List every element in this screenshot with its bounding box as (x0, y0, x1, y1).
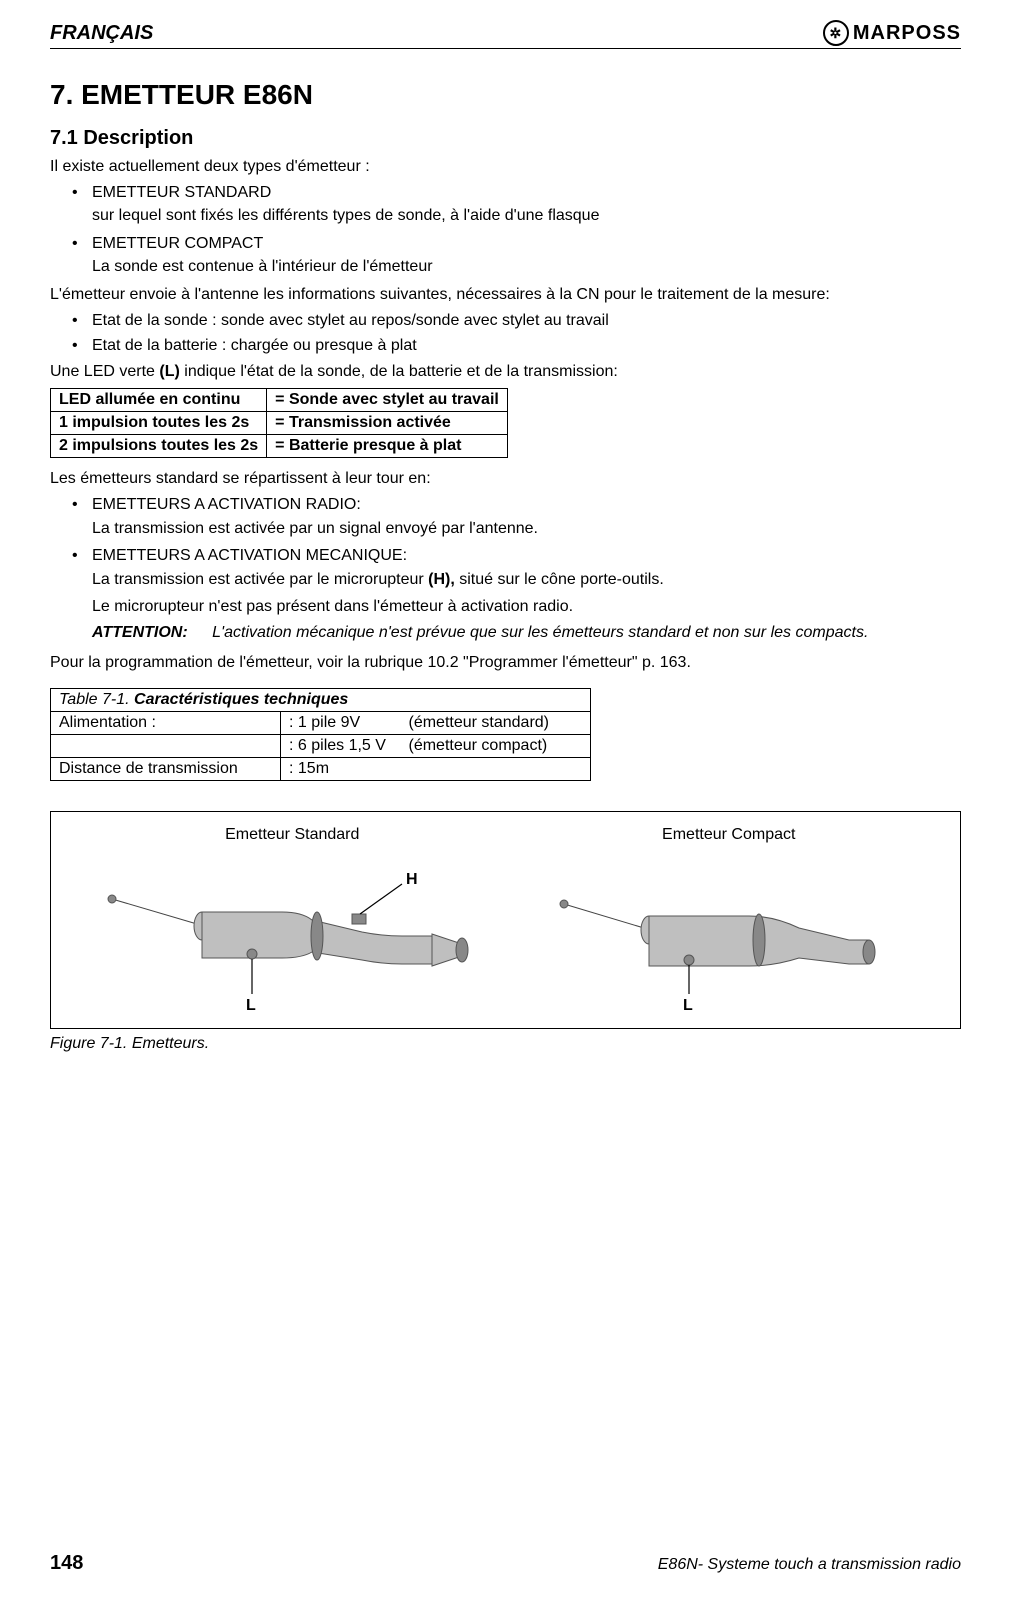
header-language: FRANÇAIS (50, 22, 153, 45)
label-l: L (246, 997, 256, 1014)
ref-bold: (H), (428, 571, 455, 588)
led-table: LED allumée en continu = Sonde avec styl… (50, 388, 508, 458)
states-list: Etat de la sonde : sonde avec stylet au … (50, 310, 961, 357)
attention-text: L'activation mécanique n'est prévue que … (212, 624, 868, 641)
table-title-bold: Caractéristiques techniques (134, 691, 348, 708)
attention-label: ATTENTION: (92, 624, 188, 641)
figure-right-caption: Emetteur Compact (662, 826, 795, 844)
list-item: EMETTEUR COMPACT La sonde est contenue à… (50, 233, 961, 278)
brand: ✲ MARPOSS (823, 20, 961, 46)
table-row: 2 impulsions toutes les 2s = Batterie pr… (51, 435, 508, 458)
cell: (émetteur standard) (401, 711, 591, 734)
cell: 2 impulsions toutes les 2s (51, 435, 267, 458)
activation-list: EMETTEURS A ACTIVATION RADIO: La transmi… (50, 494, 961, 618)
table-row: 1 impulsion toutes les 2s = Transmission… (51, 412, 508, 435)
text-span: situé sur le cône porte-outils. (455, 571, 664, 588)
cell: = Transmission activée (267, 412, 508, 435)
cell: : 6 piles 1,5 V (281, 734, 401, 757)
table-row: Alimentation : : 1 pile 9V (émetteur sta… (51, 711, 591, 734)
table-row: Distance de transmission : 15m (51, 757, 591, 780)
led-line: Une LED verte (L) indique l'état de la s… (50, 361, 961, 383)
figure-box: Emetteur Standard H L Emette (50, 811, 961, 1029)
led-line-ref: (L) (159, 363, 179, 380)
list-item-desc: La sonde est contenue à l'intérieur de l… (92, 256, 961, 278)
table-row: : 6 piles 1,5 V (émetteur compact) (51, 734, 591, 757)
led-line-post: indique l'état de la sonde, de la batter… (180, 363, 618, 380)
table-title-pre: Table 7-1. (59, 691, 134, 708)
characteristics-table: Table 7-1. Caractéristiques techniques A… (50, 688, 591, 781)
cell: LED allumée en continu (51, 389, 267, 412)
info-line: L'émetteur envoie à l'antenne les inform… (50, 284, 961, 306)
list-item-line: La transmission est activée par le micro… (92, 569, 961, 591)
cell: : 15m (281, 757, 401, 780)
list-item: Etat de la sonde : sonde avec stylet au … (50, 310, 961, 332)
table-title-cell: Table 7-1. Caractéristiques techniques (51, 688, 591, 711)
table-row: LED allumée en continu = Sonde avec styl… (51, 389, 508, 412)
label-h: H (406, 871, 418, 888)
brand-logo-icon: ✲ (823, 20, 849, 46)
list-item-title: EMETTEUR STANDARD (92, 184, 271, 201)
std-split-line: Les émetteurs standard se répartissent à… (50, 468, 961, 490)
attention-line: ATTENTION: L'activation mécanique n'est … (50, 624, 961, 642)
header-bar: FRANÇAIS ✲ MARPOSS (50, 20, 961, 49)
list-item-desc: sur lequel sont fixés les différents typ… (92, 205, 961, 227)
cell: 1 impulsion toutes les 2s (51, 412, 267, 435)
emitter-standard-icon: H L (102, 854, 482, 1014)
cell: Distance de transmission (51, 757, 281, 780)
list-item: Etat de la batterie : chargée ou presque… (50, 335, 961, 357)
cell (401, 757, 591, 780)
cell: : 1 pile 9V (281, 711, 401, 734)
page-number: 148 (50, 1552, 83, 1575)
figure-left: Emetteur Standard H L (102, 826, 482, 1014)
intro-text: Il existe actuellement deux types d'émet… (50, 156, 961, 178)
figure-left-caption: Emetteur Standard (225, 826, 359, 844)
section-title: 7. EMETTEUR E86N (50, 79, 961, 111)
footer: 148 E86N- Systeme touch a transmission r… (50, 1552, 961, 1575)
list-item: EMETTEUR STANDARD sur lequel sont fixés … (50, 182, 961, 227)
list-item-title: EMETTEURS A ACTIVATION RADIO: (92, 496, 361, 513)
text-span: La transmission est activée par le micro… (92, 571, 428, 588)
cell: Alimentation : (51, 711, 281, 734)
emitter-compact-icon: L (549, 854, 909, 1014)
subsection-title: 7.1 Description (50, 127, 961, 150)
cell: (émetteur compact) (401, 734, 591, 757)
led-line-pre: Une LED verte (50, 363, 159, 380)
figure-right: Emetteur Compact L (549, 826, 909, 1014)
footer-doc-title: E86N- Systeme touch a transmission radio (658, 1556, 961, 1574)
figure-caption: Figure 7-1. Emetteurs. (50, 1035, 961, 1053)
list-item-line: La transmission est activée par un signa… (92, 518, 961, 540)
brand-text: MARPOSS (853, 22, 961, 45)
list-item-line: Le microrupteur n'est pas présent dans l… (92, 596, 961, 618)
list-item: EMETTEURS A ACTIVATION RADIO: La transmi… (50, 494, 961, 539)
list-item-title: EMETTEURS A ACTIVATION MECANIQUE: (92, 547, 407, 564)
table-row: Table 7-1. Caractéristiques techniques (51, 688, 591, 711)
list-item-title: EMETTEUR COMPACT (92, 235, 263, 252)
programming-line: Pour la programmation de l'émetteur, voi… (50, 652, 961, 674)
list-item: EMETTEURS A ACTIVATION MECANIQUE: La tra… (50, 545, 961, 618)
cell: = Sonde avec stylet au travail (267, 389, 508, 412)
cell (51, 734, 281, 757)
cell: = Batterie presque à plat (267, 435, 508, 458)
label-l: L (683, 997, 693, 1014)
emitter-types-list: EMETTEUR STANDARD sur lequel sont fixés … (50, 182, 961, 278)
